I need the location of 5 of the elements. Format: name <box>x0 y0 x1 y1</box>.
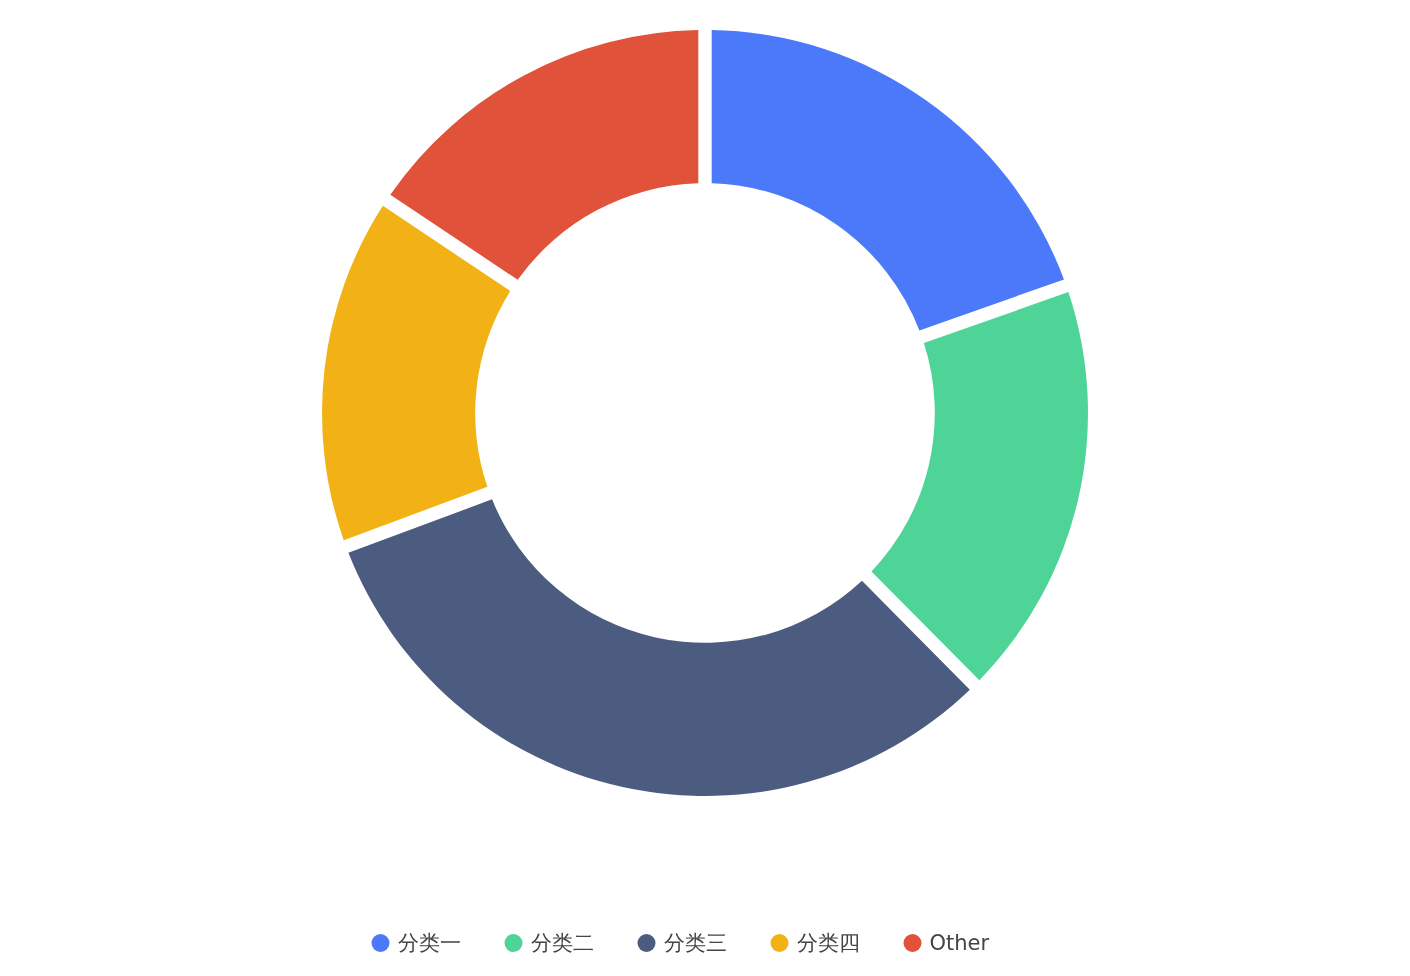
legend-label: 分类三 <box>663 931 727 956</box>
legend-label: 分类一 <box>397 931 461 956</box>
legend-label: Other <box>929 931 990 956</box>
legend-label: 分类二 <box>530 931 594 956</box>
legend-label: 分类四 <box>796 931 860 956</box>
